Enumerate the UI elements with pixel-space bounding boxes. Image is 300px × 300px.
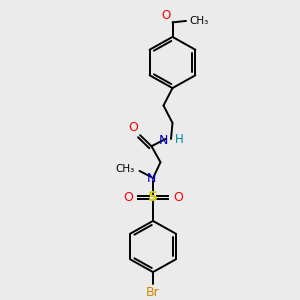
Text: O: O bbox=[123, 190, 133, 204]
Text: CH₃: CH₃ bbox=[116, 164, 135, 174]
Text: O: O bbox=[129, 121, 139, 134]
Text: N: N bbox=[147, 172, 157, 185]
Text: O: O bbox=[162, 9, 171, 22]
Text: O: O bbox=[173, 190, 183, 204]
Text: S: S bbox=[148, 190, 158, 204]
Text: Br: Br bbox=[146, 286, 160, 299]
Text: N: N bbox=[159, 134, 169, 147]
Text: CH₃: CH₃ bbox=[189, 16, 208, 26]
Text: H: H bbox=[175, 133, 183, 146]
